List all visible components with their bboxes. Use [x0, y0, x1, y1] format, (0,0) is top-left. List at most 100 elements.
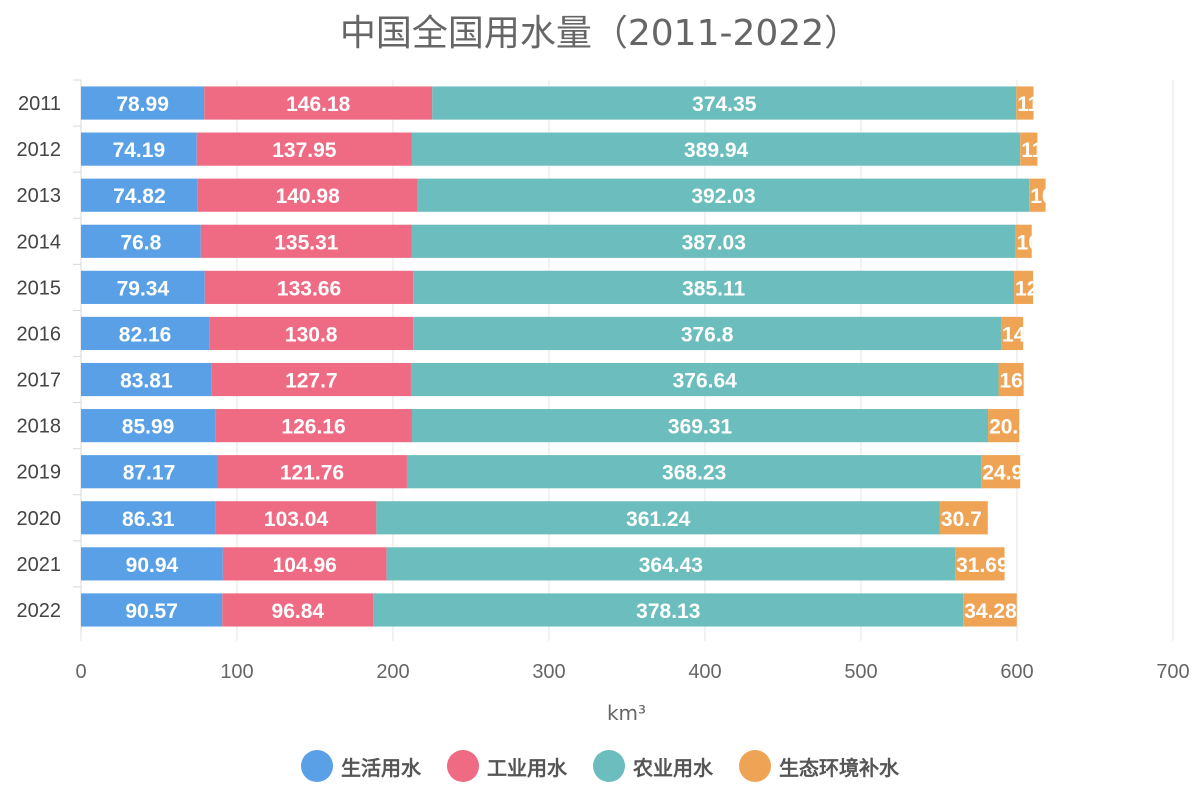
bar-生活用水-2017[interactable] [81, 362, 212, 397]
bar-生活用水-2011[interactable] [81, 86, 205, 120]
bar-label-生活用水-2014: 76.8 [120, 231, 161, 254]
bar-生活用水-2015[interactable] [81, 270, 205, 304]
bar-工业用水-2013[interactable] [197, 178, 418, 212]
bar-生态环境补水-2012[interactable] [1020, 132, 1038, 166]
y-tick-label-2014: 2014 [17, 231, 62, 253]
bar-农业用水-2013[interactable] [417, 178, 1030, 212]
bar-工业用水-2018[interactable] [215, 409, 412, 443]
bar-生态环境补水-2019[interactable] [981, 455, 1021, 489]
legend-label: 生活用水 [341, 755, 421, 780]
bar-label-生活用水-2019: 87.17 [123, 462, 176, 485]
x-tick-label-500: 500 [844, 661, 877, 683]
bar-label-农业用水-2013: 392.03 [691, 185, 755, 208]
bar-label-生态环境补水-2011: 11.1 [1017, 93, 1057, 116]
bar-label-生态环境补水-2017: 16.1 [1000, 370, 1041, 393]
x-tick-label-400: 400 [688, 661, 721, 683]
legend-item-生活用水[interactable]: 生活用水 [301, 750, 421, 782]
x-tick-label-0: 0 [75, 661, 86, 683]
bar-农业用水-2014[interactable] [411, 224, 1016, 258]
legend-item-生态环境补水[interactable]: 生态环境补水 [739, 750, 899, 782]
y-tick-label-2011: 2011 [18, 93, 61, 115]
legend-label: 农业用水 [633, 755, 713, 780]
bar-label-农业用水-2014: 387.03 [682, 231, 746, 254]
bar-label-生活用水-2016: 82.16 [119, 323, 172, 346]
bar-工业用水-2017[interactable] [211, 362, 411, 397]
bar-生活用水-2016[interactable] [81, 316, 210, 351]
bar-农业用水-2011[interactable] [432, 86, 1017, 120]
legend-item-工业用水[interactable]: 工业用水 [447, 750, 567, 782]
bar-生态环境补水-2014[interactable] [1015, 224, 1032, 258]
legend-label: 工业用水 [487, 755, 567, 780]
bar-工业用水-2012[interactable] [196, 132, 412, 166]
bar-工业用水-2022[interactable] [222, 593, 374, 627]
bar-生态环境补水-2015[interactable] [1014, 270, 1034, 304]
bar-label-生态环境补水-2018: 20.0 [989, 416, 1030, 439]
bar-农业用水-2012[interactable] [411, 132, 1021, 166]
legend-item-农业用水[interactable]: 农业用水 [593, 750, 713, 782]
bar-工业用水-2011[interactable] [204, 86, 433, 120]
bar-label-生活用水-2021: 90.94 [126, 554, 179, 577]
bar-label-生活用水-2017: 83.81 [120, 370, 173, 393]
x-axis-label: km³ [606, 701, 647, 725]
bar-label-农业用水-2021: 364.43 [639, 554, 703, 577]
y-tick-label-2013: 2013 [17, 185, 62, 207]
bar-label-生态环境补水-2013: 10.5 [1030, 185, 1071, 208]
bar-label-生态环境补水-2014: 10.3 [1017, 231, 1058, 254]
legend-swatch-icon [739, 750, 771, 782]
bar-生活用水-2021[interactable] [81, 547, 223, 581]
bar-工业用水-2014[interactable] [200, 224, 412, 258]
y-tick-label-2020: 2020 [17, 508, 62, 530]
bar-label-工业用水-2016: 130.8 [285, 323, 338, 346]
bar-label-工业用水-2019: 121.76 [280, 462, 344, 485]
bar-工业用水-2019[interactable] [216, 455, 407, 489]
bar-生活用水-2020[interactable] [81, 501, 216, 535]
legend-swatch-icon [447, 750, 479, 782]
legend-swatch-icon [593, 750, 625, 782]
bar-生态环境补水-2020[interactable] [939, 501, 988, 535]
bar-农业用水-2019[interactable] [406, 455, 982, 489]
bar-label-工业用水-2022: 96.84 [272, 600, 325, 623]
bar-label-农业用水-2011: 374.35 [692, 93, 757, 116]
bar-label-工业用水-2013: 140.98 [276, 185, 341, 208]
bar-label-生活用水-2011: 78.99 [116, 93, 169, 116]
bar-生活用水-2012[interactable] [81, 132, 197, 166]
x-tick-label-600: 600 [1000, 661, 1033, 683]
bar-label-生态环境补水-2012: 11.0 [1021, 139, 1061, 162]
bar-农业用水-2022[interactable] [373, 593, 964, 627]
bar-生活用水-2013[interactable] [81, 178, 198, 212]
bar-生活用水-2018[interactable] [81, 409, 216, 443]
bar-农业用水-2020[interactable] [376, 501, 940, 535]
x-tick-label-100: 100 [220, 661, 253, 683]
bar-农业用水-2017[interactable] [410, 362, 999, 397]
bar-生态环境补水-2016[interactable] [1001, 316, 1024, 351]
bar-label-生活用水-2022: 90.57 [125, 600, 178, 623]
y-tick-label-2022: 2022 [17, 600, 62, 622]
bar-农业用水-2018[interactable] [411, 409, 989, 443]
bar-生态环境补水-2017[interactable] [998, 362, 1024, 397]
bar-生活用水-2019[interactable] [81, 455, 217, 489]
bar-label-工业用水-2014: 135.31 [274, 231, 339, 254]
bar-生态环境补水-2021[interactable] [955, 547, 1005, 581]
bar-label-生活用水-2018: 85.99 [122, 416, 175, 439]
bar-生态环境补水-2013[interactable] [1029, 178, 1046, 212]
bar-生活用水-2022[interactable] [81, 593, 223, 627]
bar-农业用水-2015[interactable] [413, 270, 1015, 304]
bar-生活用水-2014[interactable] [81, 224, 201, 258]
bar-工业用水-2020[interactable] [215, 501, 377, 535]
y-tick-label-2018: 2018 [17, 416, 62, 438]
bar-工业用水-2021[interactable] [222, 547, 387, 581]
bar-生态环境补水-2011[interactable] [1016, 86, 1034, 120]
bar-label-农业用水-2012: 389.94 [684, 139, 749, 162]
bar-label-工业用水-2011: 146.18 [286, 93, 351, 116]
bar-label-生活用水-2015: 79.34 [117, 277, 170, 300]
y-tick-label-2021: 2021 [17, 554, 62, 576]
bar-生态环境补水-2018[interactable] [988, 409, 1020, 443]
bar-农业用水-2016[interactable] [413, 316, 1002, 351]
bar-工业用水-2015[interactable] [204, 270, 414, 304]
bar-农业用水-2021[interactable] [386, 547, 956, 581]
y-tick-label-2015: 2015 [17, 277, 62, 299]
bar-label-农业用水-2019: 368.23 [662, 462, 726, 485]
bar-工业用水-2016[interactable] [209, 316, 414, 351]
legend-swatch-icon [301, 750, 333, 782]
bar-生态环境补水-2022[interactable] [963, 593, 1017, 627]
